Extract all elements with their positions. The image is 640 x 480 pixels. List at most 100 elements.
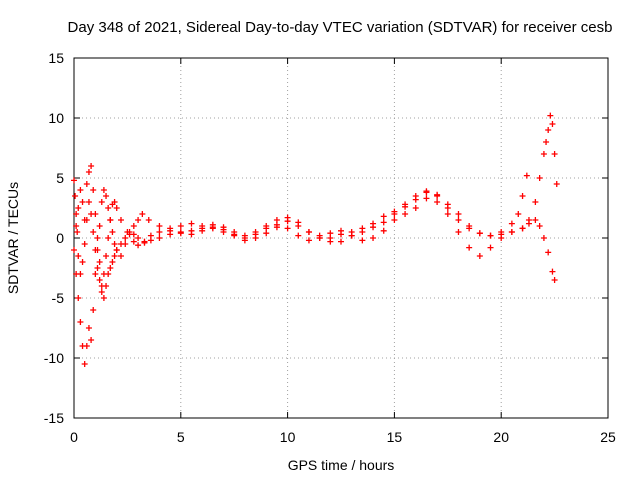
x-tick-label: 25 [600,429,616,445]
x-tick-label: 10 [280,429,296,445]
x-tick-label: 5 [177,429,185,445]
data-point [220,224,227,231]
data-point [231,229,238,235]
data-point [156,229,163,235]
data-point [103,193,110,199]
data-point [90,229,97,235]
data-point [316,232,323,239]
data-point [532,199,539,205]
data-point [284,225,291,232]
data-point [109,259,116,265]
data-point [327,235,334,241]
y-axis-label: SDTVAR / TECUs [5,182,21,294]
data-point [551,277,558,283]
data-point [90,187,97,193]
data-point [519,225,526,232]
data-point [543,139,550,145]
series-track-a [71,172,530,301]
data-point [209,221,216,228]
data-point [98,199,105,205]
data-point [359,237,366,244]
axis-ticks [73,57,609,419]
data-point [75,205,82,211]
x-tick-label: 15 [387,429,403,445]
data-point [536,223,543,229]
y-tick-label: 10 [48,110,64,126]
data-point [72,193,79,199]
data-point [241,232,248,239]
data-point [71,177,77,184]
data-point [75,253,82,259]
data-point [107,265,114,271]
data-point [551,151,558,157]
data-point [515,211,522,217]
data-point [94,235,101,241]
data-points [71,112,560,367]
data-point [545,249,552,256]
data-point [391,217,398,223]
data-point [412,196,419,203]
data-point [547,112,554,119]
data-point [455,211,462,217]
data-point [77,187,84,193]
data-point [553,181,560,187]
data-point [348,232,355,239]
data-point [508,229,515,235]
data-point [83,181,90,187]
data-point [156,235,163,241]
data-point [109,229,116,235]
data-point [359,229,366,235]
data-point [476,230,483,237]
data-point [73,211,80,217]
data-point [549,121,556,127]
y-tick-label: 15 [48,50,64,66]
x-axis-tick-labels: 0 5 10 15 20 25 [70,429,616,445]
data-point [130,238,137,245]
y-tick-label: -15 [44,410,64,426]
data-point [434,199,441,205]
data-point [111,253,118,259]
data-point [77,319,84,325]
data-point [139,211,146,217]
data-point [466,244,473,251]
data-point [113,205,120,211]
data-point [71,247,77,253]
data-point [135,217,142,223]
data-point [135,235,142,241]
data-point [466,223,473,229]
data-point [519,193,526,199]
data-point [412,205,419,211]
data-point [434,193,441,199]
data-point [98,289,105,295]
data-point [107,217,114,223]
data-point [81,241,88,247]
y-tick-label: -5 [52,290,65,306]
data-point [73,271,80,277]
data-point [147,237,154,244]
data-point [545,127,552,133]
data-point [100,295,107,301]
y-tick-label: 5 [56,170,64,186]
data-point [380,219,387,226]
data-point [100,271,107,277]
chart-title: Day 348 of 2021, Sidereal Day-to-day VTE… [68,19,613,36]
data-point [177,229,184,235]
data-point [111,199,118,205]
data-point [536,175,543,181]
data-point [117,253,124,259]
data-point [88,337,95,343]
data-point [199,225,206,232]
data-point [444,211,451,217]
data-point [455,229,462,235]
data-point [498,231,505,238]
data-point [81,361,88,367]
data-point [141,239,148,246]
data-point [85,199,92,205]
data-point [423,195,430,202]
data-point [79,259,86,265]
data-point [284,218,291,225]
data-point [188,220,195,227]
data-point [83,343,90,349]
data-point [370,235,377,241]
